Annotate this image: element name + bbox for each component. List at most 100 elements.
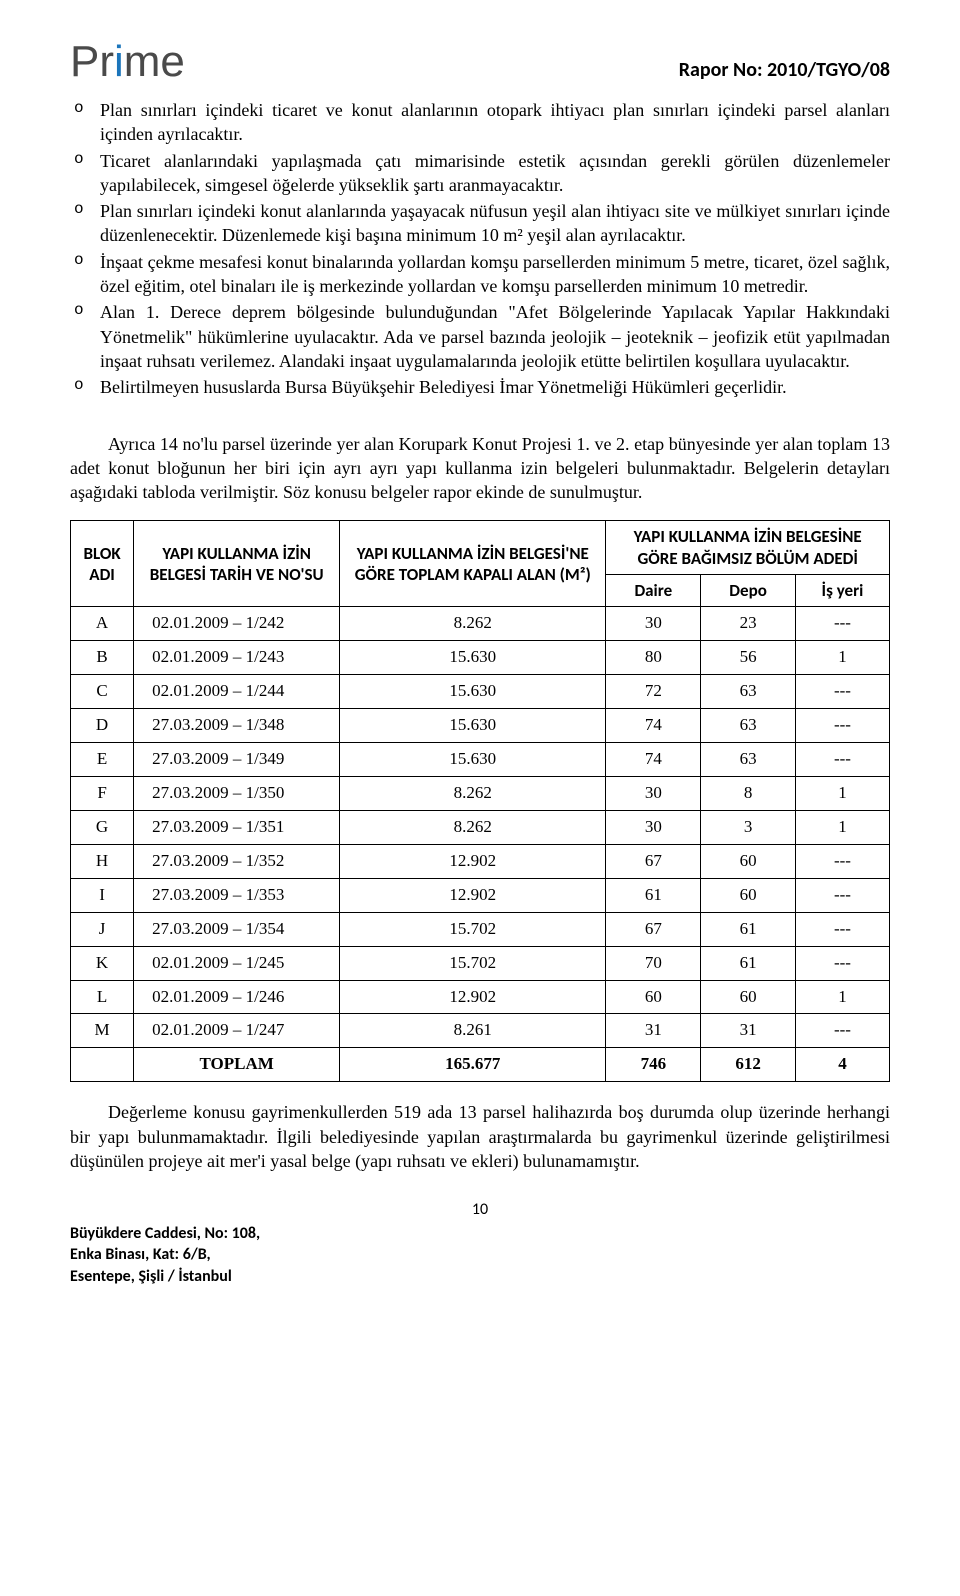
cell-isyeri: 1 xyxy=(795,641,889,675)
cell-isyeri: --- xyxy=(795,709,889,743)
cell-blok: K xyxy=(71,946,134,980)
cell-depo: 3 xyxy=(701,810,796,844)
table-row: H27.03.2009 – 1/35212.9026760--- xyxy=(71,844,890,878)
cell-isyeri: --- xyxy=(795,742,889,776)
cell-depo: 60 xyxy=(701,878,796,912)
table-row: K02.01.2009 – 1/24515.7027061--- xyxy=(71,946,890,980)
cell-depo: 63 xyxy=(701,742,796,776)
cell-no: 27.03.2009 – 1/352 xyxy=(134,844,340,878)
cell-blok: A xyxy=(71,607,134,641)
cell-alan: 15.630 xyxy=(340,742,606,776)
cell-depo: 60 xyxy=(701,844,796,878)
paragraph-intro: Ayrıca 14 no'lu parsel üzerinde yer alan… xyxy=(70,432,890,505)
logo-text-2: me xyxy=(124,37,185,86)
bullet-item: Belirtilmeyen hususlarda Bursa Büyükşehi… xyxy=(70,375,890,399)
bullet-list: Plan sınırları içindeki ticaret ve konut… xyxy=(70,98,890,400)
logo: Prime xyxy=(70,40,185,84)
cell-blok: F xyxy=(71,776,134,810)
cell-daire: 72 xyxy=(606,675,701,709)
cell-alan: 15.702 xyxy=(340,946,606,980)
table-row: G27.03.2009 – 1/3518.2623031 xyxy=(71,810,890,844)
paragraph-closing: Değerleme konusu gayrimenkullerden 519 a… xyxy=(70,1100,890,1173)
cell-daire: 61 xyxy=(606,878,701,912)
cell-alan: 15.630 xyxy=(340,641,606,675)
cell-no: 02.01.2009 – 1/243 xyxy=(134,641,340,675)
cell-depo: 56 xyxy=(701,641,796,675)
cell-total-daire: 746 xyxy=(606,1048,701,1082)
table-row: J27.03.2009 – 1/35415.7026761--- xyxy=(71,912,890,946)
table-row: F27.03.2009 – 1/3508.2623081 xyxy=(71,776,890,810)
cell-daire: 67 xyxy=(606,844,701,878)
cell-isyeri: --- xyxy=(795,912,889,946)
table-row: A02.01.2009 – 1/2428.2623023--- xyxy=(71,607,890,641)
cell-alan: 15.702 xyxy=(340,912,606,946)
th-alan: YAPI KULLANMA İZİN BELGESİ'NE GÖRE TOPLA… xyxy=(340,521,606,607)
cell-daire: 30 xyxy=(606,776,701,810)
cell-alan: 12.902 xyxy=(340,878,606,912)
cell-isyeri: --- xyxy=(795,946,889,980)
cell-isyeri: --- xyxy=(795,844,889,878)
cell-alan: 12.902 xyxy=(340,980,606,1014)
cell-daire: 80 xyxy=(606,641,701,675)
cell-no: 02.01.2009 – 1/244 xyxy=(134,675,340,709)
cell-blok: B xyxy=(71,641,134,675)
cell-no: 27.03.2009 – 1/351 xyxy=(134,810,340,844)
cell-blok: M xyxy=(71,1014,134,1048)
logo-dot: i xyxy=(114,37,124,86)
cell-daire: 74 xyxy=(606,742,701,776)
cell-depo: 60 xyxy=(701,980,796,1014)
cell-isyeri: 1 xyxy=(795,810,889,844)
permits-table: BLOK ADI YAPI KULLANMA İZİN BELGESİ TARİ… xyxy=(70,520,890,1082)
table-row: L02.01.2009 – 1/24612.90260601 xyxy=(71,980,890,1014)
cell-alan: 8.262 xyxy=(340,776,606,810)
table-row: D27.03.2009 – 1/34815.6307463--- xyxy=(71,709,890,743)
cell-total-label: TOPLAM xyxy=(134,1048,340,1082)
cell-blok: J xyxy=(71,912,134,946)
footer-line: Büyükdere Caddesi, No: 108, xyxy=(70,1223,890,1245)
table-row: I27.03.2009 – 1/35312.9026160--- xyxy=(71,878,890,912)
cell-daire: 30 xyxy=(606,810,701,844)
table-row: M02.01.2009 – 1/2478.2613131--- xyxy=(71,1014,890,1048)
cell-total-isyeri: 4 xyxy=(795,1048,889,1082)
cell-no: 02.01.2009 – 1/246 xyxy=(134,980,340,1014)
cell-daire: 70 xyxy=(606,946,701,980)
cell-depo: 61 xyxy=(701,946,796,980)
cell-blok: E xyxy=(71,742,134,776)
cell-no: 02.01.2009 – 1/245 xyxy=(134,946,340,980)
cell-daire: 30 xyxy=(606,607,701,641)
cell-isyeri: --- xyxy=(795,607,889,641)
cell-no: 02.01.2009 – 1/242 xyxy=(134,607,340,641)
table-row-total: TOPLAM165.6777466124 xyxy=(71,1048,890,1082)
cell-isyeri: --- xyxy=(795,1014,889,1048)
th-isyeri: İş yeri xyxy=(795,574,889,606)
cell-daire: 60 xyxy=(606,980,701,1014)
bullet-item: Alan 1. Derece deprem bölgesinde bulundu… xyxy=(70,300,890,373)
footer-line: Esentepe, Şişli / İstanbul xyxy=(70,1266,890,1288)
cell-depo: 8 xyxy=(701,776,796,810)
th-daire: Daire xyxy=(606,574,701,606)
cell-no: 27.03.2009 – 1/349 xyxy=(134,742,340,776)
cell-blok: H xyxy=(71,844,134,878)
cell-no: 27.03.2009 – 1/348 xyxy=(134,709,340,743)
cell-depo: 63 xyxy=(701,675,796,709)
cell-no: 27.03.2009 – 1/354 xyxy=(134,912,340,946)
cell-blok: G xyxy=(71,810,134,844)
logo-text-1: Pr xyxy=(70,37,114,86)
cell-daire: 67 xyxy=(606,912,701,946)
bullet-item: Plan sınırları içindeki ticaret ve konut… xyxy=(70,98,890,147)
cell-blok: C xyxy=(71,675,134,709)
cell-blok: I xyxy=(71,878,134,912)
table-row: B02.01.2009 – 1/24315.63080561 xyxy=(71,641,890,675)
cell-no: 27.03.2009 – 1/350 xyxy=(134,776,340,810)
cell-alan: 12.902 xyxy=(340,844,606,878)
header: Prime Rapor No: 2010/TGYO/08 xyxy=(70,40,890,84)
cell-alan: 15.630 xyxy=(340,675,606,709)
footer-line: Enka Binası, Kat: 6/B, xyxy=(70,1244,890,1266)
cell-isyeri: --- xyxy=(795,878,889,912)
cell-daire: 74 xyxy=(606,709,701,743)
cell-isyeri: --- xyxy=(795,675,889,709)
cell-alan: 8.262 xyxy=(340,607,606,641)
cell-total-blank xyxy=(71,1048,134,1082)
cell-isyeri: 1 xyxy=(795,980,889,1014)
table-row: C02.01.2009 – 1/24415.6307263--- xyxy=(71,675,890,709)
